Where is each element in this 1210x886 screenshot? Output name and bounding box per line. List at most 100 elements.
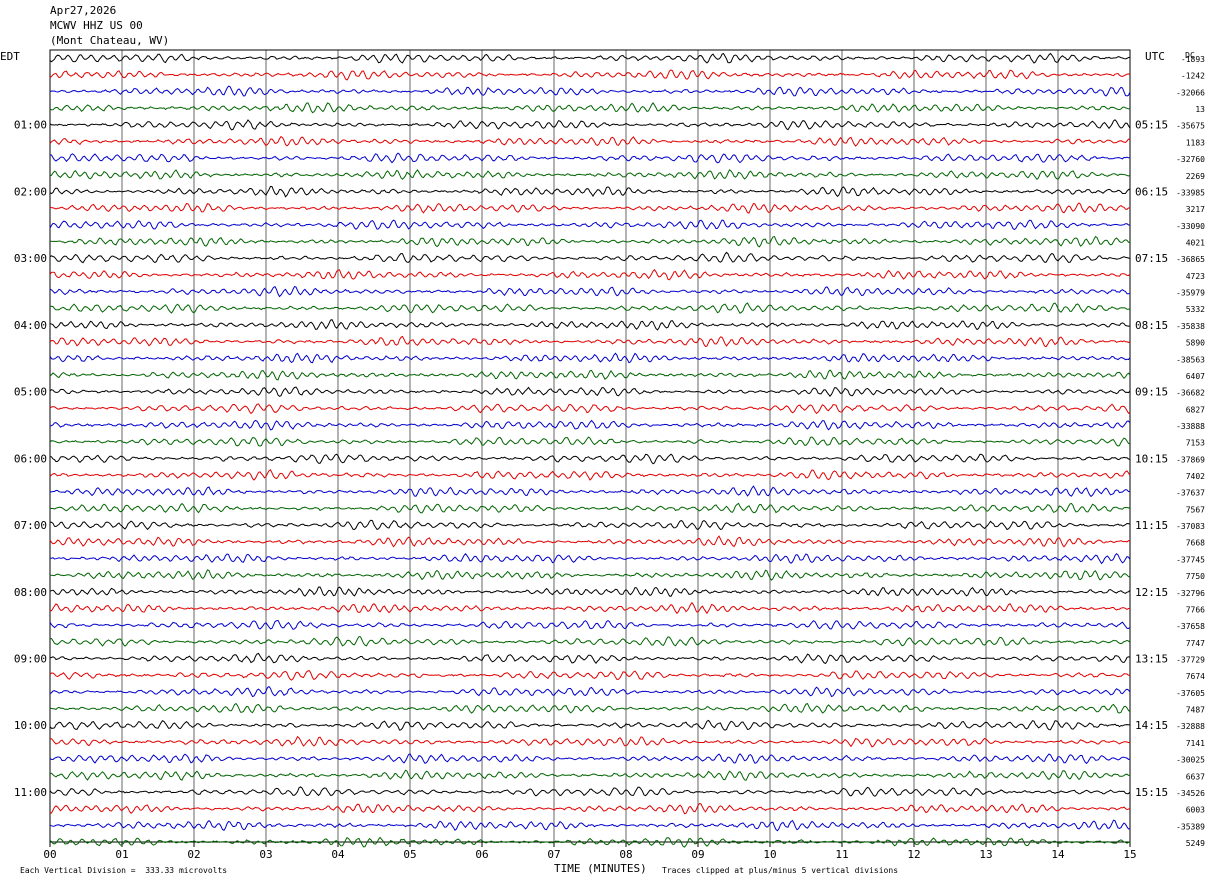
dc-offset-label: 7674 — [1186, 672, 1205, 681]
utc-axis-title: UTC — [1145, 50, 1165, 63]
seismic-trace — [49, 569, 1131, 581]
seismic-trace — [49, 436, 1131, 447]
seismic-trace — [49, 702, 1131, 714]
seismic-trace — [49, 619, 1131, 630]
dc-offset-label: 13 — [1195, 105, 1205, 114]
x-tick-label: 09 — [691, 848, 704, 861]
seismic-trace — [49, 819, 1131, 832]
dc-offset-label: -37083 — [1176, 522, 1205, 531]
seismic-trace — [49, 386, 1131, 398]
seismic-trace — [49, 335, 1131, 348]
dc-offset-label: 7750 — [1186, 572, 1205, 581]
seismic-trace — [49, 202, 1131, 214]
dc-offset-label: 7567 — [1186, 505, 1205, 514]
seismic-trace — [49, 318, 1131, 331]
x-tick-label: 05 — [403, 848, 416, 861]
seismic-trace — [49, 836, 1131, 848]
dc-offset-label: 6003 — [1186, 806, 1205, 815]
dc-offset-label: 7402 — [1186, 472, 1205, 481]
seismic-trace — [49, 453, 1131, 465]
seismic-trace — [49, 502, 1131, 514]
edt-hour-label: 05:00 — [14, 386, 47, 399]
seismic-trace — [50, 485, 1131, 498]
seismic-trace — [49, 85, 1131, 97]
dc-offset-label: 2269 — [1186, 172, 1205, 181]
vertical-division-note: Each Vertical Division = 333.33 microvol… — [20, 866, 228, 875]
utc-hour-label: 08:15 — [1135, 319, 1168, 332]
seismic-trace — [49, 419, 1131, 431]
seismic-trace — [49, 102, 1130, 114]
station-location: (Mont Chateau, WV) — [50, 34, 170, 47]
x-tick-label: 06 — [475, 848, 488, 861]
seismic-trace — [49, 269, 1131, 281]
dc-offset-label: 6827 — [1186, 405, 1205, 414]
seismic-trace — [49, 535, 1131, 548]
dc-offset-label: -33090 — [1176, 222, 1205, 231]
x-tick-label: 11 — [835, 848, 848, 861]
seismic-trace — [49, 369, 1131, 381]
dc-offset-label: -1242 — [1181, 72, 1205, 81]
dc-offset-label: -35838 — [1176, 322, 1205, 331]
dc-offset-label: -33985 — [1176, 188, 1205, 197]
edt-hour-label: 02:00 — [14, 185, 47, 198]
seismic-trace — [49, 519, 1131, 531]
seismic-trace — [49, 152, 1131, 164]
edt-axis-title: EDT — [0, 50, 20, 63]
edt-hour-label: 10:00 — [14, 719, 47, 732]
x-tick-label: 15 — [1123, 848, 1136, 861]
utc-hour-label: 10:15 — [1135, 452, 1168, 465]
clip-note: Traces clipped at plus/minus 5 vertical … — [662, 866, 899, 875]
edt-hour-label: 06:00 — [14, 452, 47, 465]
seismic-trace — [49, 352, 1131, 364]
dc-offset-label: -35389 — [1176, 822, 1205, 831]
dc-offset-label: 5332 — [1186, 305, 1205, 314]
dc-offset-label: 4723 — [1186, 272, 1205, 281]
dc-offset-label: -1893 — [1181, 55, 1205, 64]
seismic-trace — [49, 235, 1131, 248]
utc-hour-label: 12:15 — [1135, 586, 1168, 599]
x-tick-label: 07 — [547, 848, 560, 861]
edt-hour-label: 08:00 — [14, 586, 47, 599]
dc-offset-label: -37605 — [1176, 689, 1205, 698]
seismic-trace — [49, 601, 1131, 615]
dc-offset-label: -32888 — [1176, 722, 1205, 731]
utc-hour-label: 07:15 — [1135, 252, 1168, 265]
x-tick-label: 03 — [259, 848, 272, 861]
dc-offset-label: 7141 — [1186, 739, 1205, 748]
x-tick-label: 01 — [115, 848, 128, 861]
dc-offset-label: -36682 — [1176, 389, 1205, 398]
seismic-trace — [49, 586, 1131, 597]
x-tick-label: 08 — [619, 848, 632, 861]
dc-offset-label: -36865 — [1176, 255, 1205, 264]
seismic-trace — [49, 786, 1131, 797]
seismic-trace — [49, 185, 1131, 198]
dc-offset-label: 5890 — [1186, 339, 1205, 348]
dc-offset-label: -37658 — [1176, 622, 1205, 631]
dc-offset-label: 6407 — [1186, 372, 1205, 381]
seismic-trace — [49, 69, 1131, 81]
x-tick-label: 12 — [907, 848, 920, 861]
edt-hour-label: 07:00 — [14, 519, 47, 532]
station-code: MCWV HHZ US 00 — [50, 19, 143, 32]
dc-offset-label: 5249 — [1186, 839, 1205, 848]
utc-hour-label: 06:15 — [1135, 185, 1168, 198]
seismic-trace — [49, 685, 1131, 698]
edt-hour-label: 09:00 — [14, 653, 47, 666]
x-tick-label: 10 — [763, 848, 776, 861]
seismic-trace — [49, 652, 1131, 665]
seismic-trace — [49, 286, 1131, 298]
utc-hour-label: 14:15 — [1135, 719, 1168, 732]
dc-offset-label: -37729 — [1176, 656, 1205, 665]
plot-date: Apr27,2026 — [50, 4, 117, 17]
dc-offset-label: -32760 — [1176, 155, 1205, 164]
edt-hour-label: 04:00 — [14, 319, 47, 332]
seismic-trace — [49, 251, 1131, 264]
dc-offset-label: 7747 — [1186, 639, 1205, 648]
dc-offset-label: -34526 — [1176, 789, 1205, 798]
seismic-trace — [49, 753, 1131, 765]
dc-offset-label: 1183 — [1186, 138, 1205, 147]
dc-offset-label: 6637 — [1186, 772, 1205, 781]
seismic-trace — [49, 719, 1131, 731]
utc-hour-label: 15:15 — [1135, 786, 1168, 799]
seismic-trace — [49, 735, 1131, 748]
